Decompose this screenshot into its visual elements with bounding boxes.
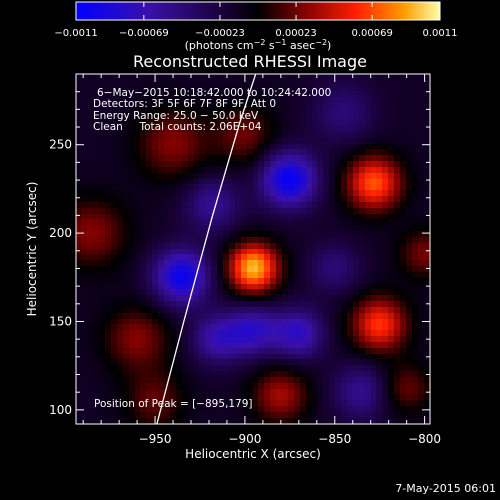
annotation-time-range: 6−May−2015 10:18:42.000 to 10:24:42.000 <box>97 87 331 99</box>
colorbar-fill <box>75 1 441 21</box>
x-tick-label: −800 <box>408 432 441 446</box>
colorbar-tick-label: 0.00023 <box>275 28 316 39</box>
colorbar-tick-label: 0.00069 <box>351 28 392 39</box>
peak-position-label: Position of Peak = [−895,179] <box>94 398 253 410</box>
x-axis-label: Heliocentric X (arcsec) <box>185 447 321 461</box>
y-tick-label: 100 <box>49 403 72 417</box>
annotation-block: 6−May−2015 10:18:42.000 to 10:24:42.000 … <box>93 87 331 133</box>
heatmap-image <box>76 74 430 424</box>
x-tick-label: −850 <box>318 432 351 446</box>
y-tick-label: 250 <box>49 138 72 152</box>
x-tick-label: −950 <box>139 432 172 446</box>
colorbar: −0.0011 −0.00069 −0.00023 0.00023 0.00069 0.0… <box>54 1 458 52</box>
y-axis-label: Heliocentric Y (arcsec) <box>25 182 39 317</box>
y-tick-label: 200 <box>49 226 72 240</box>
chart-title: Reconstructed RHESSI Image <box>133 52 367 71</box>
annotation-energy-range: Energy Range: 25.0 − 50.0 keV <box>93 110 259 122</box>
colorbar-tick-label: 0.0011 <box>423 28 458 39</box>
colorbar-tick-label: −0.0011 <box>54 28 97 39</box>
colorbar-tick-label: −0.00023 <box>195 28 245 39</box>
y-tick-label: 150 <box>49 314 72 328</box>
footer-timestamp: 7-May-2015 06:01 <box>395 482 496 495</box>
colorbar-units: (photons cm−2 s−1 asec−2) <box>185 38 332 52</box>
annotation-detectors: Detectors: 3F 5F 6F 7F 8F 9F, Att 0 <box>93 98 276 110</box>
plot-frame <box>75 73 431 425</box>
x-tick-label: −900 <box>228 432 261 446</box>
annotation-clean-counts: Clean Total counts: 2.06E+04 <box>93 121 262 133</box>
colorbar-tick-label: −0.00069 <box>119 28 169 39</box>
solar-limb-line <box>156 73 257 425</box>
